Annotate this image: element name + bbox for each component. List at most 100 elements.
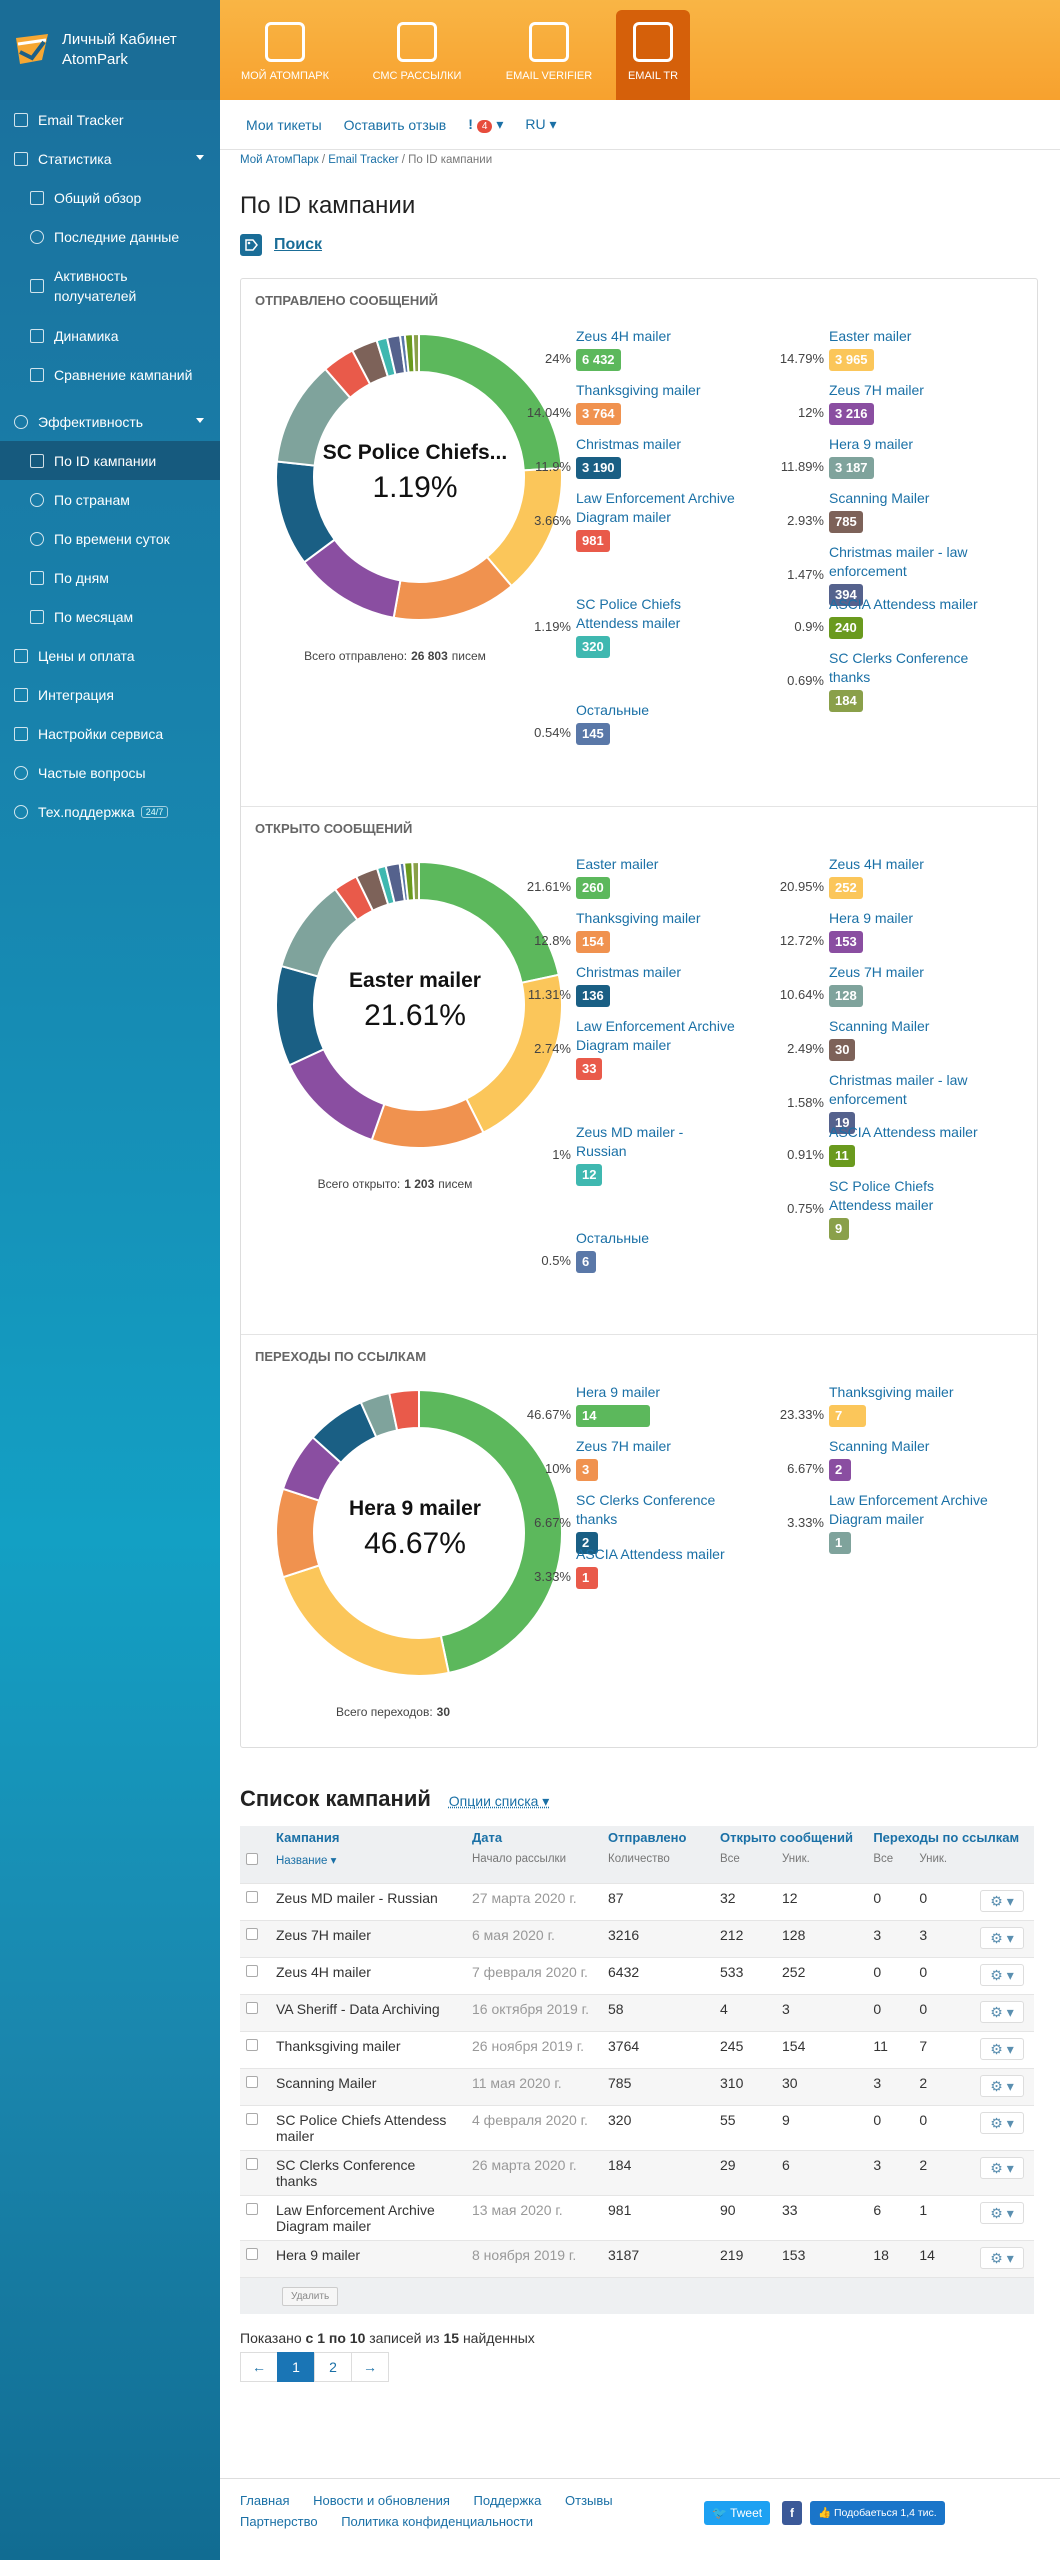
campaign-name[interactable]: SC Police Chiefs Attendess mailer xyxy=(270,2104,466,2150)
donut-slice[interactable] xyxy=(418,1388,563,1675)
footer-link-news[interactable]: Новости и обновления xyxy=(313,2493,450,2508)
campaign-name[interactable]: VA Sheriff - Data Archiving xyxy=(270,1993,466,2031)
legend-item[interactable]: Zeus 7H mailer 128 10.64% xyxy=(780,963,1060,1007)
breadcrumb-home[interactable]: Мой АтомПарк xyxy=(240,154,319,166)
tab-sms[interactable]: СМС рассылки xyxy=(352,10,482,100)
logo[interactable]: Личный Кабинет AtomPark xyxy=(0,0,220,100)
breadcrumb-email-tracker[interactable]: Email Tracker xyxy=(328,154,399,166)
gear-icon[interactable]: ⚙ ▾ xyxy=(980,2201,1024,2224)
sidebar-item-faq[interactable]: Частые вопросы xyxy=(0,753,220,792)
campaign-name[interactable]: Hera 9 mailer xyxy=(270,2239,466,2277)
legend-item[interactable]: SC Clerks Conference thanks 2 6.67% xyxy=(534,1491,826,1554)
sidebar-item-recipient-activity[interactable]: Активность получателей xyxy=(0,256,220,316)
legend-item[interactable]: ASCIA Attendess mailer 1 3.33% xyxy=(534,1545,826,1589)
sidebar-item-overview[interactable]: Общий обзор xyxy=(0,178,220,217)
legend-item[interactable]: Christmas mailer - law enforcement 394 1.4… xyxy=(787,543,1060,606)
donut-slice[interactable] xyxy=(411,332,420,374)
legend-item[interactable]: Scanning Mailer 785 2.93% xyxy=(787,489,1060,533)
campaign-name[interactable]: SC Clerks Conference thanks xyxy=(270,2149,466,2195)
legend-item[interactable]: Thanksgiving mailer 3 764 14.04% xyxy=(527,381,826,425)
legend-item[interactable]: Law Enforcement Archive Diagram mailer 98… xyxy=(534,489,826,552)
footer-link-partners[interactable]: Партнерство xyxy=(240,2514,318,2529)
legend-item[interactable]: Hera 9 mailer 3 187 11.89% xyxy=(781,435,1060,479)
row-checkbox[interactable] xyxy=(240,2104,270,2150)
legend-item[interactable]: Zeus 4H mailer 252 20.95% xyxy=(780,855,1060,899)
legend-item[interactable]: Law Enforcement Archive Diagram mailer 33… xyxy=(534,1017,826,1080)
sidebar-item-by-time-of-day[interactable]: По времени суток xyxy=(0,519,220,558)
sidebar-item-integration[interactable]: Интеграция xyxy=(0,675,220,714)
legend-item[interactable]: Thanksgiving mailer 154 12.8% xyxy=(534,909,826,953)
legend-item[interactable]: Остальные 145 0.54% xyxy=(534,701,826,745)
row-checkbox[interactable] xyxy=(240,1956,270,1994)
legend-item[interactable]: Hera 9 mailer 14 46.67% xyxy=(527,1383,826,1427)
donut-slice[interactable] xyxy=(411,860,420,902)
campaign-name[interactable]: Zeus 4H mailer xyxy=(270,1956,466,1994)
page-1[interactable]: 1 xyxy=(277,2351,315,2382)
donut-slice[interactable] xyxy=(281,1564,450,1677)
legend-item[interactable]: SC Police Chiefs Attendess mailer 9 0.75% xyxy=(787,1177,1060,1240)
notifications-dropdown[interactable]: ! 4 ▾ xyxy=(468,116,504,133)
legend-item[interactable]: Christmas mailer 3 190 11.9% xyxy=(535,435,826,479)
sidebar-item-pricing[interactable]: Цены и оплата xyxy=(0,636,220,675)
gear-icon[interactable]: ⚙ ▾ xyxy=(980,2246,1024,2269)
footer-link-support[interactable]: Поддержка xyxy=(473,2493,542,2508)
gear-icon[interactable]: ⚙ ▾ xyxy=(980,2156,1024,2179)
row-checkbox[interactable] xyxy=(240,2239,270,2277)
legend-item[interactable]: Zeus 4H mailer 6 432 24% xyxy=(545,327,826,371)
tweet-button[interactable]: 🐦 Tweet xyxy=(704,2501,771,2525)
page-prev[interactable]: ← xyxy=(240,2351,278,2382)
sidebar-item-service-settings[interactable]: Настройки сервиса xyxy=(0,714,220,753)
gear-icon[interactable]: ⚙ ▾ xyxy=(980,1963,1024,1986)
feedback-link[interactable]: Оставить отзыв xyxy=(343,116,447,133)
page-next[interactable]: → xyxy=(351,2351,389,2382)
legend-item[interactable]: SC Police Chiefs Attendess mailer 320 1.19… xyxy=(534,595,826,658)
sidebar-item-email-tracker[interactable]: Email Tracker xyxy=(0,100,220,139)
legend-item[interactable]: Christmas mailer 136 11.31% xyxy=(528,963,826,1007)
sidebar-item-support[interactable]: Тех.поддержка 24/7 xyxy=(0,792,220,831)
donut-slice[interactable] xyxy=(388,1388,420,1432)
select-all-checkbox[interactable] xyxy=(240,1849,270,1883)
legend-item[interactable]: Christmas mailer - law enforcement 19 1.58… xyxy=(787,1071,1060,1134)
sidebar-item-by-countries[interactable]: По странам xyxy=(0,480,220,519)
row-checkbox[interactable] xyxy=(240,1882,270,1920)
campaign-name[interactable]: Zeus 7H mailer xyxy=(270,1919,466,1957)
campaign-name[interactable]: Law Enforcement Archive Diagram mailer xyxy=(270,2194,466,2240)
legend-item[interactable]: Scanning Mailer 2 6.67% xyxy=(787,1437,1060,1481)
footer-link-home[interactable]: Главная xyxy=(240,2493,290,2508)
campaign-name[interactable]: Thanksgiving mailer xyxy=(270,2030,466,2068)
page-2[interactable]: 2 xyxy=(314,2351,352,2382)
gear-icon[interactable]: ⚙ ▾ xyxy=(980,1889,1024,1912)
gear-icon[interactable]: ⚙ ▾ xyxy=(980,2111,1024,2134)
sidebar-item-compare-campaigns[interactable]: Сравнение кампаний xyxy=(0,355,220,394)
donut-slice[interactable] xyxy=(287,1047,386,1142)
sort-name-header[interactable]: Название ▾ xyxy=(270,1849,466,1883)
gear-icon[interactable]: ⚙ ▾ xyxy=(980,2074,1024,2097)
legend-item[interactable]: Thanksgiving mailer 7 23.33% xyxy=(780,1383,1060,1427)
tab-email-tracker[interactable]: Email Tr xyxy=(616,10,690,100)
legend-item[interactable]: ASCIA Attendess mailer 240 0.9% xyxy=(794,595,1060,639)
gear-icon[interactable]: ⚙ ▾ xyxy=(980,2037,1024,2060)
gear-icon[interactable]: ⚙ ▾ xyxy=(980,2000,1024,2023)
sidebar-item-by-months[interactable]: По месяцам xyxy=(0,597,220,636)
search-toggle[interactable]: Поиск xyxy=(240,234,1040,256)
sidebar-item-effectiveness[interactable]: Эффективность xyxy=(0,402,220,441)
sidebar-item-dynamics[interactable]: Динамика xyxy=(0,316,220,355)
legend-item[interactable]: Hera 9 mailer 153 12.72% xyxy=(780,909,1060,953)
row-checkbox[interactable] xyxy=(240,2030,270,2068)
my-tickets-link[interactable]: Мои тикеты xyxy=(246,116,322,133)
legend-item[interactable]: Остальные 6 0.5% xyxy=(541,1229,826,1273)
row-checkbox[interactable] xyxy=(240,1919,270,1957)
legend-item[interactable]: ASCIA Attendess mailer 11 0.91% xyxy=(787,1123,1060,1167)
campaign-name[interactable]: Scanning Mailer xyxy=(270,2067,466,2105)
row-checkbox[interactable] xyxy=(240,2067,270,2105)
sidebar-item-by-days[interactable]: По дням xyxy=(0,558,220,597)
sidebar-item-statistics[interactable]: Статистика xyxy=(0,139,220,178)
campaign-name[interactable]: Zeus MD mailer - Russian xyxy=(270,1882,466,1920)
tab-my-atompark[interactable]: Мой АтомПарк xyxy=(220,10,350,100)
donut-slice[interactable] xyxy=(392,555,514,621)
delete-button[interactable]: Удалить xyxy=(282,2286,339,2306)
legend-item[interactable]: Zeus 7H mailer 3 216 12% xyxy=(798,381,1060,425)
legend-item[interactable]: Law Enforcement Archive Diagram mailer 1 3… xyxy=(787,1491,1060,1554)
footer-link-reviews[interactable]: Отзывы xyxy=(565,2493,613,2508)
gear-icon[interactable]: ⚙ ▾ xyxy=(980,1926,1024,1949)
